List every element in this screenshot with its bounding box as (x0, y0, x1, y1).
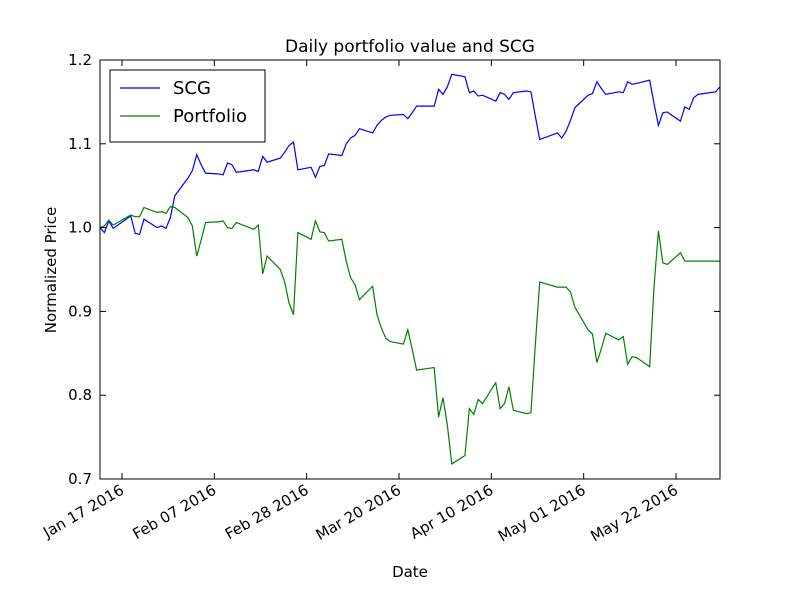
y-tick-label: 1.0 (68, 219, 92, 237)
legend-label: Portfolio (173, 106, 247, 127)
x-axis-label: Date (392, 563, 428, 581)
legend-label: SCG (173, 78, 211, 99)
y-axis-label: Normalized Price (42, 207, 60, 333)
y-tick-label: 0.9 (68, 302, 92, 320)
legend-box (109, 69, 266, 143)
chart-title: Daily portfolio value and SCG (285, 37, 535, 57)
line-series (99, 73, 721, 235)
y-tick-label: 1.2 (68, 51, 92, 69)
y-tick-label: 0.8 (68, 386, 92, 404)
y-tick-label: 0.7 (68, 470, 92, 488)
line-series (99, 205, 720, 465)
y-tick-label: 1.1 (68, 135, 92, 153)
plot-frame (99, 59, 721, 480)
